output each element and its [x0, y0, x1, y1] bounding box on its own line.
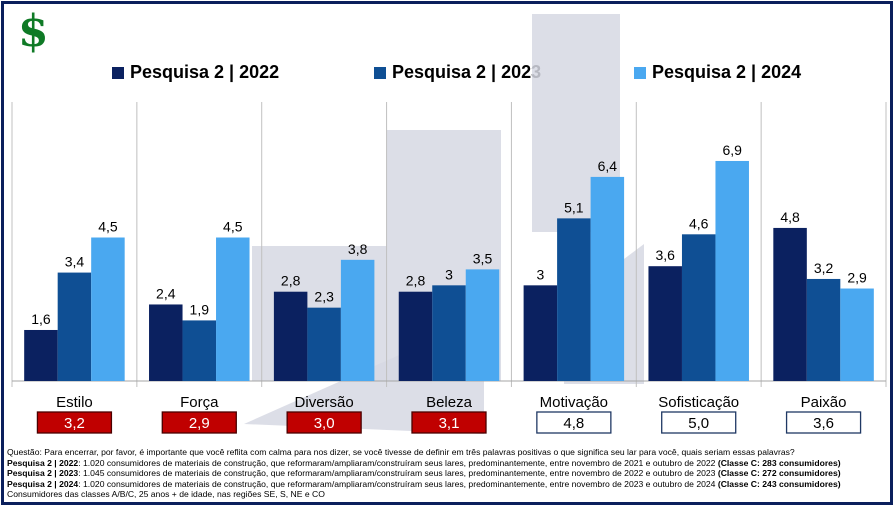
summary-box-1 — [161, 411, 237, 434]
bar-chart: 1,6 3,4 4,5 Estilo 3,2 2,4 1,9 4,5 Força 2,9 2,8 2,… — [11, 14, 887, 434]
legend-swatch-2022 — [112, 66, 124, 79]
legend-swatch-2023 — [374, 66, 386, 79]
category-label-3: Beleza — [426, 394, 473, 411]
summary-value-1: 2,9 — [189, 415, 210, 432]
summary-box-6 — [785, 411, 862, 434]
bar-2-2 — [340, 259, 375, 381]
summary-value-3: 3,1 — [439, 415, 460, 432]
legend-item-2024: Pesquisa 2 | 2024 — [634, 62, 801, 83]
bar-1-1 — [182, 320, 217, 381]
category-label-6: Paixão — [801, 394, 847, 411]
legend-item-2023: Pesquisa 2 | 2023 — [374, 62, 541, 83]
summary-value-5: 5,0 — [688, 415, 709, 432]
legend-item-2022: Pesquisa 2 | 2022 — [112, 62, 279, 83]
legend-label-2022: Pesquisa 2 | 2022 — [130, 62, 280, 82]
data-label-2-2: 3,8 — [348, 241, 368, 257]
data-label-2-0: 4,5 — [98, 219, 118, 235]
category-label-1: Força — [180, 394, 219, 411]
bar-0-0 — [24, 329, 58, 381]
data-label-2-3: 3,5 — [473, 250, 493, 266]
bar-2-5 — [715, 160, 749, 381]
footnote-2024-sample: (Classe C: 243 consumidores) — [717, 478, 841, 489]
footnote-2024-label: Pesquisa 2 | 2024 — [7, 478, 79, 489]
footnote-sample-note: Consumidores das classes A/B/C, 25 anos … — [7, 489, 325, 500]
data-label-0-3: 2,8 — [406, 273, 426, 289]
summary-value-6: 3,6 — [813, 415, 834, 432]
footnote-2024: Pesquisa 2 | 2024: 1.020 consumidores de… — [7, 479, 887, 490]
footnote-2023-label: Pesquisa 2 | 2023 — [7, 468, 79, 479]
footnote-2024-text: : 1.020 consumidores de materiais de con… — [78, 478, 718, 489]
data-label-0-4: 3 — [536, 266, 544, 282]
data-label-1-4: 5,1 — [564, 199, 584, 215]
summary-value-0: 3,2 — [64, 415, 85, 432]
bar-1-4 — [557, 218, 591, 381]
bar-2-1 — [216, 237, 250, 381]
bar-0-6 — [773, 227, 807, 381]
data-label-2-5: 6,9 — [722, 142, 742, 158]
footnote-2022-sample: (Classe C: 283 consumidores) — [717, 457, 841, 468]
bar-0-3 — [398, 291, 433, 381]
footnote-2022-label: Pesquisa 2 | 2022 — [7, 457, 79, 468]
data-label-2-4: 6,4 — [598, 158, 618, 174]
bar-2-3 — [465, 269, 500, 381]
footnote-2023: Pesquisa 2 | 2023: 1.045 consumidores de… — [7, 468, 887, 479]
data-label-0-2: 2,8 — [281, 273, 301, 289]
footnote-2022: Pesquisa 2 | 2022: 1.020 consumidores de… — [7, 458, 887, 469]
bar-1-5 — [681, 234, 716, 381]
footnote-2022-text: : 1.020 consumidores de materiais de con… — [78, 457, 718, 468]
summary-box-5 — [661, 411, 737, 434]
data-label-1-2: 2,3 — [314, 289, 334, 305]
data-label-1-1: 1,9 — [190, 301, 210, 317]
bar-1-2 — [307, 307, 341, 381]
data-label-2-6: 2,9 — [847, 270, 867, 286]
data-label-1-0: 3,4 — [65, 254, 85, 270]
dollar-icon: $ — [18, 6, 49, 57]
bar-0-5 — [648, 266, 682, 381]
category-label-0: Estilo — [56, 394, 93, 411]
data-label-0-1: 2,4 — [156, 285, 176, 301]
data-label-0-0: 1,6 — [31, 311, 51, 327]
data-label-0-6: 4,8 — [780, 209, 800, 225]
summary-box-2 — [286, 411, 362, 434]
category-label-5: Sofisticação — [658, 394, 739, 411]
category-label-4: Motivação — [540, 394, 608, 411]
summary-value-2: 3,0 — [314, 415, 335, 432]
bar-1-6 — [806, 278, 841, 381]
legend-swatch-2024 — [634, 66, 646, 79]
chart-footnotes: Questão: Para encerrar, por favor, é imp… — [7, 447, 887, 500]
legend-label-2023: Pesquisa 2 | 2023 — [392, 62, 542, 82]
data-label-0-5: 3,6 — [655, 247, 675, 263]
summary-box-3 — [411, 411, 487, 434]
bar-0-2 — [273, 291, 308, 381]
summary-box-4 — [536, 411, 612, 434]
data-label-2-1: 4,5 — [223, 219, 243, 235]
footnote-2023-sample: (Classe C: 272 consumidores) — [717, 468, 841, 479]
bar-0-1 — [149, 304, 183, 381]
bar-1-3 — [432, 285, 466, 381]
data-label-1-3: 3 — [445, 266, 453, 282]
footnote-question: Questão: Para encerrar, por favor, é imp… — [7, 447, 795, 457]
legend-label-2024: Pesquisa 2 | 2024 — [652, 62, 802, 82]
bar-1-0 — [57, 272, 92, 381]
bar-2-4 — [590, 176, 625, 381]
footnote-2023-text: : 1.045 consumidores de materiais de con… — [78, 468, 718, 479]
bar-0-4 — [523, 285, 558, 381]
data-label-1-6: 3,2 — [814, 260, 834, 276]
data-label-1-5: 4,6 — [689, 215, 709, 231]
category-label-2: Diversão — [295, 394, 354, 411]
summary-value-4: 4,8 — [563, 415, 584, 432]
summary-box-0 — [36, 411, 113, 434]
bar-2-6 — [840, 288, 874, 381]
bar-2-0 — [91, 237, 125, 381]
